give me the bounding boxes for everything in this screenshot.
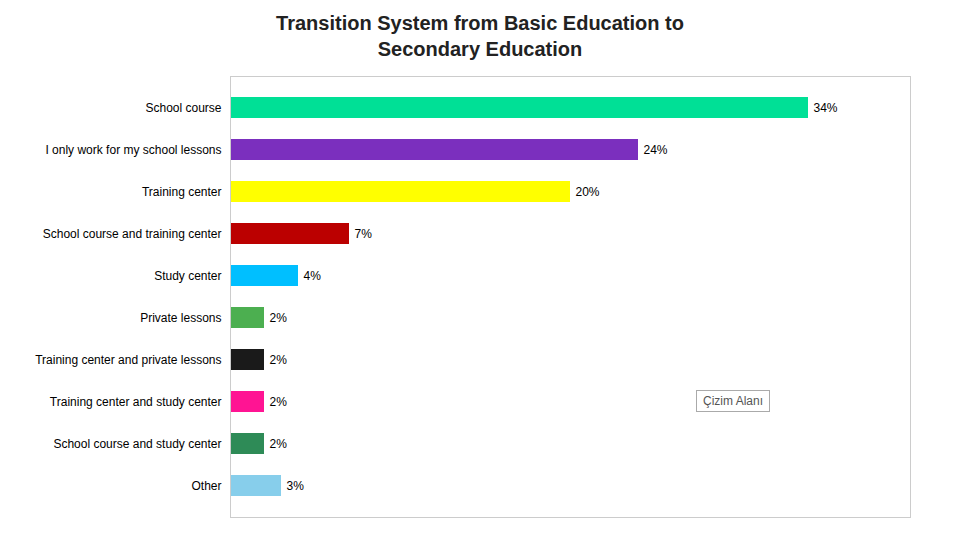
svg-text:2%: 2% — [270, 437, 288, 451]
svg-text:Other: Other — [191, 479, 221, 493]
svg-text:20%: 20% — [576, 185, 600, 199]
svg-text:2%: 2% — [270, 311, 288, 325]
svg-text:2%: 2% — [270, 353, 288, 367]
svg-text:24%: 24% — [644, 143, 668, 157]
html-text:Secondary Education: Secondary Education — [377, 38, 583, 60]
svg-text:School course and study center: School course and study center — [53, 437, 221, 451]
svg-text:Training center and study cent: Training center and study center — [50, 395, 222, 409]
svg-text:Study center: Study center — [154, 269, 221, 283]
svg-text:Private lessons: Private lessons — [140, 311, 221, 325]
svg-text:I only work for my school less: I only work for my school lessons — [45, 143, 221, 157]
svg-text:School course: School course — [145, 101, 221, 115]
svg-text:School course and training cen: School course and training center — [43, 227, 222, 241]
svg-text:7%: 7% — [355, 227, 373, 241]
html-text:Çizim Alanı: Çizim Alanı — [703, 394, 763, 408]
svg-text:Training center and private le: Training center and private lessons — [35, 353, 221, 367]
svg-text:2%: 2% — [270, 395, 288, 409]
svg-text:Training center: Training center — [142, 185, 222, 199]
svg-text:3%: 3% — [287, 479, 305, 493]
svg-text:34%: 34% — [814, 101, 838, 115]
html-text:Transition System from Basic E: Transition System from Basic Education t… — [276, 12, 684, 34]
svg-text:4%: 4% — [304, 269, 322, 283]
